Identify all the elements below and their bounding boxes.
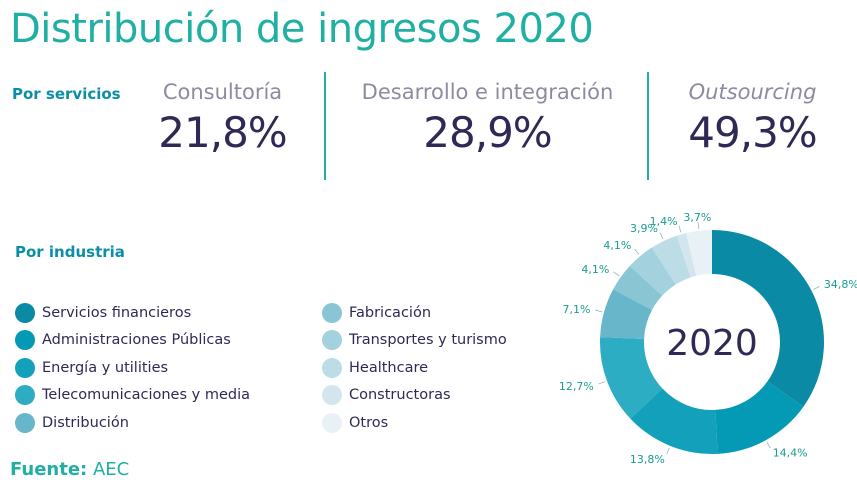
- legend-item: Transportes y turismo: [322, 327, 507, 355]
- legend-column-1: Servicios financieros Administraciones Pú…: [15, 299, 250, 437]
- source-label: Fuente:: [10, 459, 88, 480]
- legend-swatch: [15, 385, 35, 406]
- service-value: 28,9%: [423, 108, 552, 157]
- legend-label: Otros: [349, 414, 389, 431]
- slice-label: 3,7%: [683, 211, 711, 224]
- service-label: Outsourcing: [688, 80, 817, 104]
- service-outsourcing: Outsourcing 49,3%: [670, 80, 835, 157]
- slice-label: 12,7%: [559, 380, 594, 393]
- service-value: 21,8%: [158, 108, 287, 157]
- industry-heading: Por industria: [15, 243, 125, 261]
- legend-label: Servicios financieros: [42, 304, 192, 321]
- legend-swatch: [322, 412, 342, 433]
- legend-swatch: [15, 412, 35, 433]
- donut-slice: [686, 230, 712, 276]
- legend-label: Energía y utilities: [42, 359, 169, 376]
- slice-label: 34,8%: [824, 278, 857, 291]
- legend-label: Administraciones Públicas: [42, 332, 231, 349]
- donut-slice: [600, 337, 663, 419]
- page-title: Distribución de ingresos 2020: [10, 6, 594, 52]
- slice-label: 14,4%: [773, 446, 808, 459]
- slice-label: 4,1%: [603, 239, 631, 252]
- legend-label: Healthcare: [349, 359, 429, 376]
- legend-item: Fabricación: [322, 299, 507, 327]
- center-label: 2020: [666, 323, 758, 364]
- legend-label: Fabricación: [349, 304, 432, 321]
- legend-label: Telecomunicaciones y media: [42, 387, 250, 404]
- service-desarrollo: Desarrollo e integración 28,9%: [355, 80, 620, 157]
- label-leader: [697, 221, 700, 229]
- legend-item: Distribución: [15, 409, 250, 437]
- divider: [324, 72, 326, 180]
- label-leader: [678, 225, 682, 233]
- legend-item: Constructoras: [322, 382, 507, 410]
- donut-slice: [712, 230, 824, 407]
- divider: [647, 72, 649, 180]
- legend-item: Servicios financieros: [15, 299, 250, 327]
- legend-swatch: [322, 385, 342, 406]
- donut-slice: [629, 247, 676, 296]
- source-value: AEC: [92, 459, 130, 480]
- legend-item: Otros: [322, 409, 507, 437]
- service-consultoria: Consultoría 21,8%: [150, 80, 295, 157]
- legend-label: Transportes y turismo: [349, 332, 507, 349]
- label-leader: [598, 381, 606, 385]
- label-leader: [634, 248, 640, 255]
- label-leader: [613, 271, 620, 277]
- legend-label: Distribución: [42, 414, 129, 431]
- service-label: Desarrollo e integración: [361, 80, 614, 104]
- legend-swatch: [322, 330, 342, 351]
- legend-item: Energía y utilities: [15, 354, 250, 382]
- service-label: Consultoría: [162, 80, 283, 104]
- label-leader: [766, 441, 771, 449]
- legend-swatch: [15, 330, 35, 351]
- legend-swatch: [15, 357, 35, 378]
- donut-slice: [630, 388, 718, 455]
- legend-item: Telecomunicaciones y media: [15, 382, 250, 410]
- legend-item: Healthcare: [322, 354, 507, 382]
- slice-label: 13,8%: [630, 453, 665, 466]
- label-leader: [813, 286, 820, 290]
- services-heading: Por servicios: [12, 85, 121, 103]
- donut-slice: [715, 381, 804, 454]
- slice-label: 4,1%: [581, 263, 609, 276]
- slice-label: 1,4%: [650, 215, 678, 228]
- label-leader: [595, 309, 603, 313]
- service-value: 49,3%: [688, 108, 817, 157]
- slice-label: 3,9%: [630, 222, 658, 235]
- slice-label: 7,1%: [563, 303, 591, 316]
- donut-slice: [613, 265, 663, 310]
- legend-swatch: [322, 302, 342, 323]
- legend-label: Constructoras: [349, 387, 451, 404]
- donut-slice: [600, 289, 653, 340]
- legend-item: Administraciones Públicas: [15, 327, 250, 355]
- legend-column-2: Fabricación Transportes y turismo Healthca…: [322, 299, 507, 437]
- legend-swatch: [322, 357, 342, 378]
- donut-slice: [676, 233, 697, 278]
- label-leader: [659, 232, 664, 240]
- source: Fuente: AEC: [10, 459, 129, 480]
- legend-swatch: [15, 302, 35, 323]
- label-leader: [666, 447, 670, 455]
- donut-slice: [651, 235, 691, 285]
